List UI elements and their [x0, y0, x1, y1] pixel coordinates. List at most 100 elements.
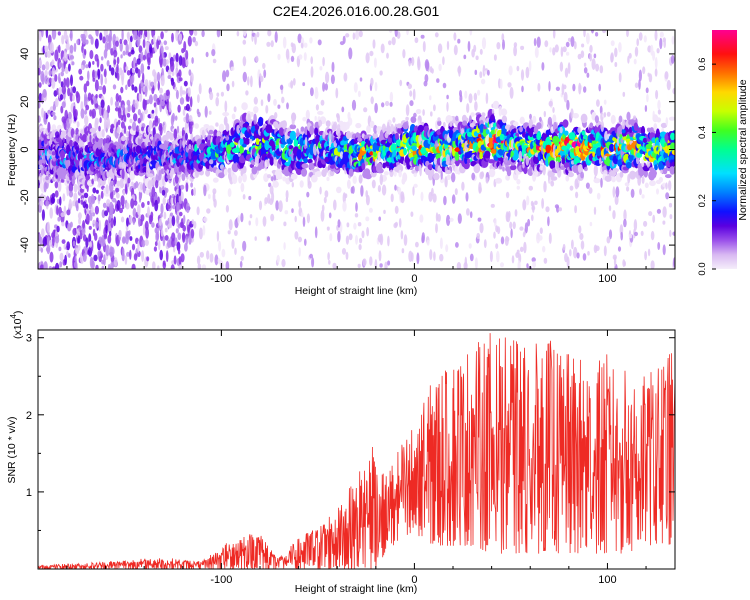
spectrogram-speckle: [72, 240, 76, 247]
spectrogram-speckle: [59, 252, 64, 262]
spectrogram-speckle: [134, 30, 137, 38]
spectrogram-speckle: [90, 194, 95, 205]
spectrogram-speckle: [589, 44, 593, 53]
spectrogram-speckle: [351, 99, 357, 111]
spectrogram-speckle: [332, 262, 337, 269]
spectrogram-speckle: [58, 246, 62, 252]
spectrogram-cell: [218, 123, 225, 133]
spectrogram-speckle: [474, 257, 478, 269]
spectrogram-speckle: [128, 125, 132, 130]
spectrogram-speckle: [318, 119, 323, 127]
spectrogram-speckle: [591, 58, 596, 70]
spectrogram-speckle: [183, 41, 187, 53]
spectrogram-speckle: [39, 200, 44, 206]
spectrogram-speckle: [446, 214, 451, 227]
spectrogram-speckle: [394, 184, 397, 191]
spectrogram-speckle: [170, 264, 175, 269]
spectrogram-speckle: [365, 52, 370, 64]
spectrogram-speckle: [50, 197, 55, 204]
spectrogram-speckle: [384, 261, 388, 269]
spectrogram-speckle: [140, 51, 144, 62]
spectrogram-speckle: [170, 197, 174, 205]
spectrogram-speckle: [220, 91, 224, 97]
spectrogram-speckle: [621, 119, 626, 130]
spectrogram-speckle: [548, 81, 551, 92]
spectrogram-cell: [427, 164, 433, 170]
spectrogram-cell: [307, 122, 311, 129]
spectrogram-speckle: [144, 79, 149, 87]
spectrogram-speckle: [61, 168, 66, 181]
spectrogram-speckle: [98, 125, 101, 132]
spectrogram-speckle: [96, 30, 99, 37]
spectrogram-speckle: [120, 195, 125, 207]
spectrogram-speckle: [86, 80, 90, 87]
spectrogram-speckle: [394, 30, 398, 38]
spectrogram-speckle: [550, 180, 555, 187]
spectrogram-speckle: [612, 186, 616, 198]
spectrogram-speckle: [206, 208, 211, 214]
spectrogram-speckle: [202, 225, 206, 236]
spectrogram-speckle: [420, 34, 425, 39]
spectrogram-speckle: [365, 190, 369, 198]
spectrogram-speckle: [173, 255, 177, 265]
spectrogram-cell: [208, 129, 214, 135]
spectrogram-speckle: [576, 252, 580, 259]
spectrogram-speckle: [239, 260, 243, 268]
spectrogram-speckle: [564, 67, 569, 78]
spectrogram-cell: [580, 113, 588, 124]
spectrogram-speckle: [176, 201, 180, 214]
spectrogram-speckle: [185, 202, 190, 214]
spectrogram-speckle: [125, 84, 128, 91]
spectrogram-cell: [500, 108, 508, 116]
spectrogram-speckle: [100, 99, 105, 109]
spectrogram-speckle: [121, 104, 125, 111]
spectrogram-speckle: [581, 43, 585, 48]
spectrogram-speckle: [337, 219, 341, 228]
spectrogram-speckle: [122, 237, 126, 244]
spectrogram-speckle: [461, 181, 465, 191]
spectrogram-speckle: [379, 173, 383, 186]
spectrogram-speckle: [433, 104, 436, 112]
spectrogram-speckle: [125, 66, 129, 71]
spectrogram-speckle: [578, 82, 582, 95]
spectrogram-speckle: [419, 214, 424, 223]
spectrogram-speckle: [604, 130, 609, 142]
spectrogram-cell: [481, 112, 486, 118]
spectrogram-cell: [405, 132, 410, 138]
spectrogram-speckle: [88, 34, 92, 40]
spectrogram-speckle: [156, 71, 161, 83]
spectrogram-speckle: [167, 69, 172, 76]
spectrogram-speckle: [240, 255, 244, 261]
spectrogram-speckle: [116, 63, 119, 75]
spectrogram-cell: [621, 128, 626, 134]
spectrogram-speckle: [397, 186, 402, 195]
spectrogram-speckle: [331, 133, 335, 143]
spectrogram-speckle: [377, 151, 382, 162]
spectrogram-speckle: [457, 38, 461, 44]
spectrogram-speckle: [322, 131, 326, 139]
spectrogram-speckle: [38, 115, 41, 123]
spectrogram-speckle: [170, 114, 174, 127]
spectrogram-speckle: [82, 201, 87, 209]
spectrogram-speckle: [147, 30, 150, 41]
spectrogram-speckle: [438, 63, 442, 72]
spectrogram-cell: [255, 138, 260, 145]
spectrogram-cell: [401, 177, 406, 185]
spectrogram-speckle: [296, 128, 299, 135]
spectrogram-speckle: [574, 178, 579, 190]
spectrogram-cell: [589, 122, 594, 129]
spectrogram-speckle: [355, 30, 360, 40]
spectrogram-speckle: [80, 108, 85, 119]
spectrogram-speckle: [424, 74, 429, 83]
spectrogram-speckle: [150, 179, 154, 187]
spectrogram-speckle: [255, 55, 259, 62]
spectrogram-speckle: [52, 234, 55, 247]
spectrogram-speckle: [188, 115, 193, 123]
spectrogram-speckle: [162, 260, 166, 266]
spectrogram-speckle: [66, 185, 70, 197]
spectrogram-cell: [536, 122, 542, 130]
spectrogram-speckle: [212, 191, 216, 203]
spectrogram-cell: [488, 142, 493, 149]
spectrogram-speckle: [481, 37, 487, 50]
